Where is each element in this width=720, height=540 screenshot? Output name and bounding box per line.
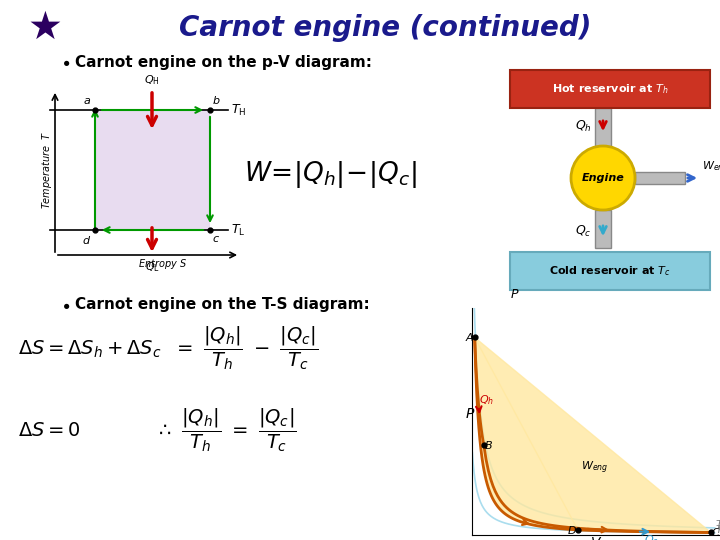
Text: $Q_h$: $Q_h$ <box>575 118 592 133</box>
Text: $\Delta S = \Delta S_h + \Delta S_c\ \ =\ \dfrac{|Q_h|}{T_h}\ -\ \dfrac{|Q_c|}{T: $\Delta S = \Delta S_h + \Delta S_c\ \ =… <box>18 325 318 372</box>
Text: Cold reservoir at $T_c$: Cold reservoir at $T_c$ <box>549 264 671 278</box>
Text: Carnot engine on the T-S diagram:: Carnot engine on the T-S diagram: <box>75 298 370 313</box>
Text: $\therefore\ \dfrac{|Q_h|}{T_h}\ =\ \dfrac{|Q_c|}{T_c}$: $\therefore\ \dfrac{|Q_h|}{T_h}\ =\ \dfr… <box>155 406 297 454</box>
Text: Hot reservoir at $T_h$: Hot reservoir at $T_h$ <box>552 82 668 96</box>
Bar <box>510 70 710 108</box>
Text: $Q_c$: $Q_c$ <box>575 224 592 239</box>
Bar <box>595 108 611 146</box>
Text: $a$: $a$ <box>83 96 91 106</box>
Text: Carnot engine on the p-V diagram:: Carnot engine on the p-V diagram: <box>75 55 372 70</box>
Text: $W_{eng}$: $W_{eng}$ <box>702 160 720 176</box>
Text: $D$: $D$ <box>567 524 577 536</box>
Text: $W_{eng}$: $W_{eng}$ <box>580 459 608 476</box>
Text: $A$: $A$ <box>464 332 474 343</box>
Polygon shape <box>474 338 711 532</box>
Text: $P$: $P$ <box>510 288 520 301</box>
Bar <box>510 252 710 290</box>
Text: $\bullet$: $\bullet$ <box>60 53 71 71</box>
Circle shape <box>571 146 635 210</box>
Bar <box>595 210 611 248</box>
Text: $B$: $B$ <box>484 439 493 451</box>
Text: $c$: $c$ <box>212 234 220 244</box>
Text: Carnot engine (continued): Carnot engine (continued) <box>179 14 591 42</box>
Text: $T_c$: $T_c$ <box>716 523 720 537</box>
Text: $Q_c$: $Q_c$ <box>644 533 659 540</box>
Text: Engine: Engine <box>582 173 624 183</box>
Text: $T_\mathrm{H}$: $T_\mathrm{H}$ <box>231 103 246 118</box>
Text: $\bullet$: $\bullet$ <box>60 296 71 314</box>
Text: Temperature  $T$: Temperature $T$ <box>40 131 54 209</box>
Text: $T_h$: $T_h$ <box>716 518 720 532</box>
Text: $C$: $C$ <box>711 526 720 538</box>
Text: $T_\mathrm{L}$: $T_\mathrm{L}$ <box>231 222 246 238</box>
Text: $\Delta S = 0$: $\Delta S = 0$ <box>18 421 81 440</box>
Text: $Q_\mathrm{L}$: $Q_\mathrm{L}$ <box>145 260 160 274</box>
Text: Entropy $S$: Entropy $S$ <box>138 257 187 271</box>
Text: $Q_h$: $Q_h$ <box>479 393 494 407</box>
Text: $b$: $b$ <box>212 94 220 106</box>
Text: ★: ★ <box>27 9 63 47</box>
X-axis label: $V$: $V$ <box>590 536 602 540</box>
Bar <box>635 172 685 184</box>
Text: $W\!=\!|Q_h|\!-\!|Q_c|$: $W\!=\!|Q_h|\!-\!|Q_c|$ <box>243 159 416 191</box>
Bar <box>95 110 210 230</box>
Text: $d$: $d$ <box>82 234 91 246</box>
Text: $Q_\mathrm{H}$: $Q_\mathrm{H}$ <box>144 73 160 87</box>
Y-axis label: $P$: $P$ <box>465 407 475 421</box>
